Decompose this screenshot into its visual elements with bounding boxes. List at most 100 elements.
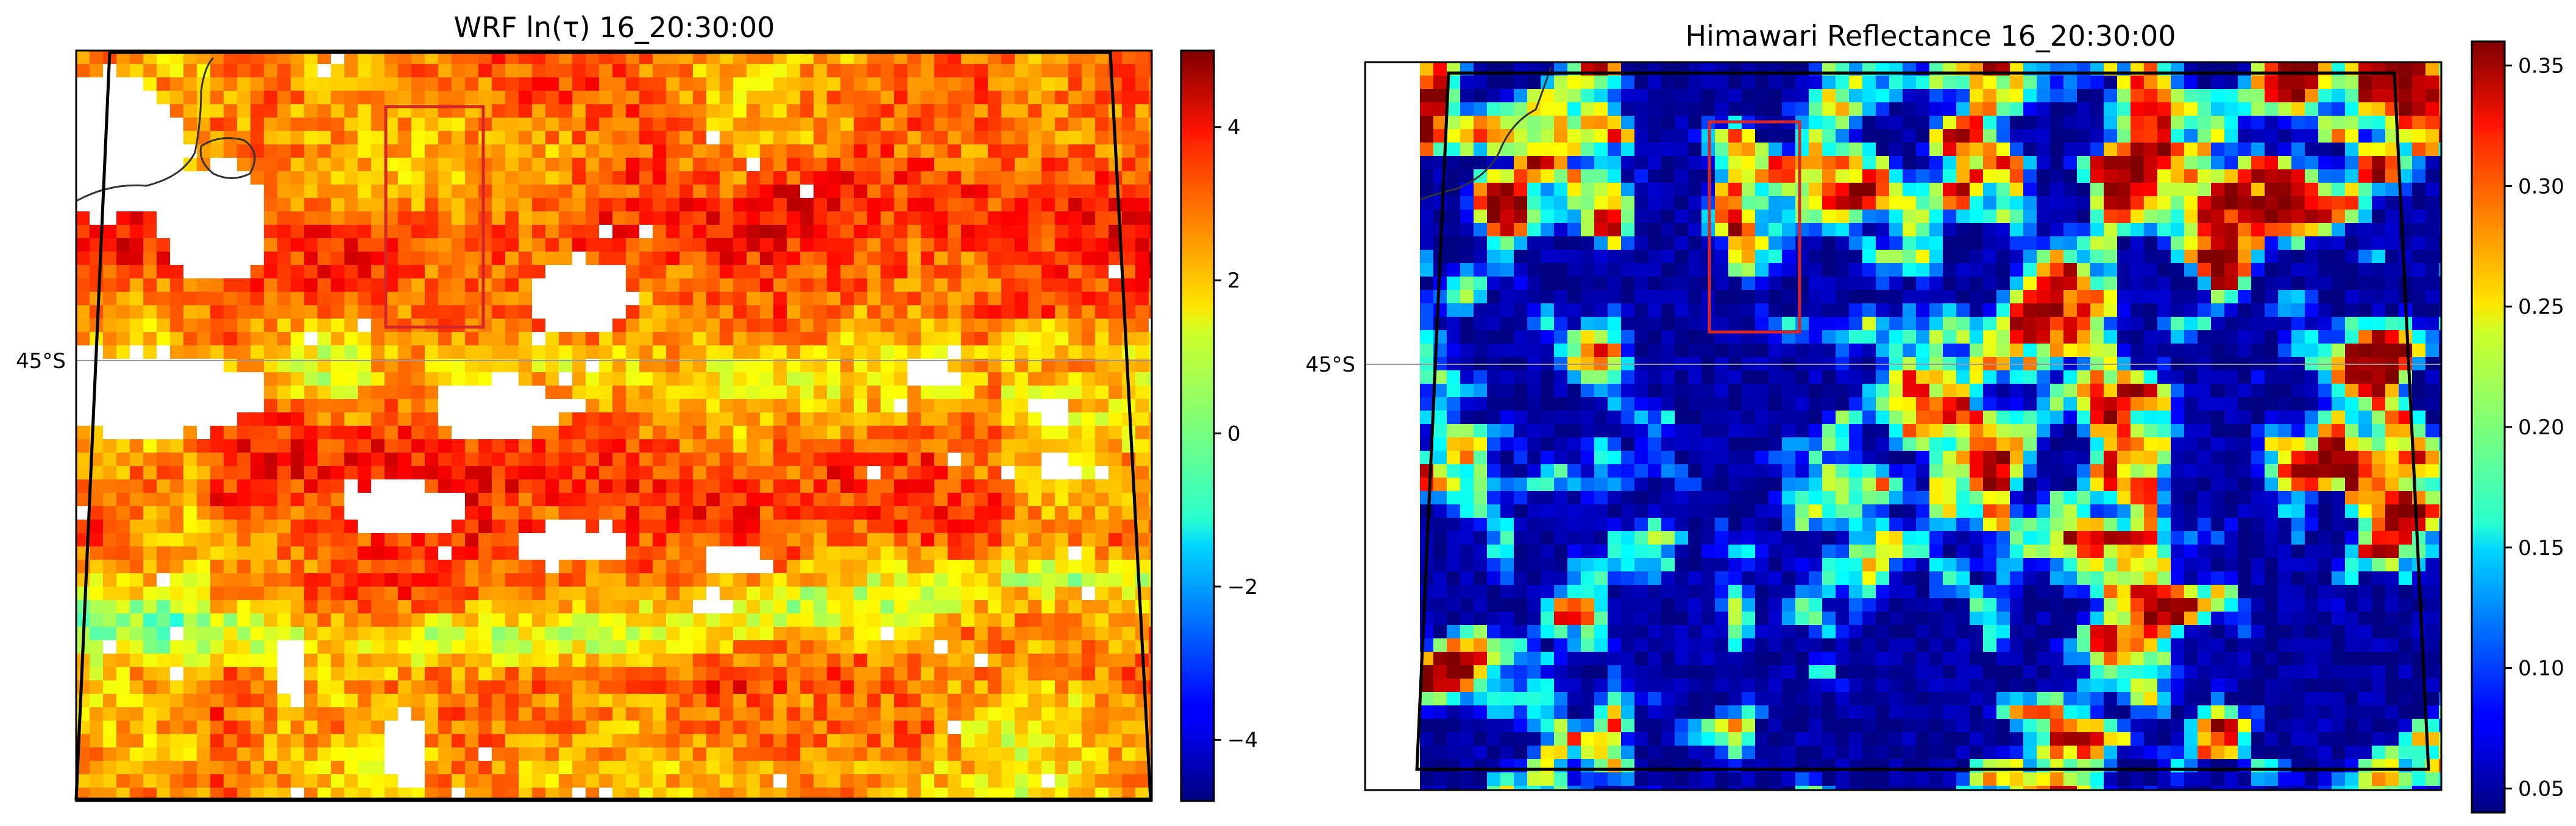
heatmap-cell <box>452 252 466 266</box>
heatmap-cell <box>465 600 479 614</box>
heatmap-cell <box>532 654 546 668</box>
heatmap-cell <box>371 225 385 239</box>
heatmap-cell <box>250 211 264 225</box>
heatmap-cell <box>626 627 640 641</box>
heatmap-cell <box>2184 89 2198 103</box>
heatmap-cell <box>1041 118 1056 132</box>
heatmap-cell <box>103 466 117 480</box>
heatmap-cell <box>679 493 694 507</box>
heatmap-cell <box>720 426 734 440</box>
heatmap-cell <box>1015 225 1029 239</box>
heatmap-cell <box>586 198 600 212</box>
heatmap-cell <box>787 439 801 453</box>
heatmap-cell <box>854 77 868 91</box>
heatmap-cell <box>519 91 533 105</box>
heatmap-cell <box>103 453 117 467</box>
heatmap-cell <box>760 734 774 748</box>
heatmap-cell <box>706 734 720 748</box>
heatmap-cell <box>586 185 600 199</box>
heatmap-cell <box>1068 439 1082 453</box>
heatmap-cell <box>304 721 318 735</box>
heatmap-cell <box>1420 116 1434 130</box>
heatmap-cell <box>1149 51 1152 65</box>
heatmap-cell <box>1135 292 1149 306</box>
heatmap-cell <box>1055 560 1069 574</box>
heatmap-cell <box>224 332 238 346</box>
heatmap-cell <box>344 171 358 185</box>
heatmap-cell <box>679 198 694 212</box>
heatmap-cell <box>1135 439 1149 453</box>
heatmap-cell <box>545 238 559 252</box>
heatmap-cell <box>679 359 694 373</box>
heatmap-cell <box>653 453 667 467</box>
heatmap-cell <box>907 131 921 145</box>
heatmap-cell <box>438 466 452 480</box>
heatmap-cell <box>237 707 251 721</box>
heatmap-cell <box>291 225 305 239</box>
heatmap-cell <box>706 493 720 507</box>
heatmap-cell <box>626 426 640 440</box>
heatmap-cell <box>291 774 305 788</box>
heatmap-cell <box>545 453 559 467</box>
heatmap-cell <box>948 453 962 467</box>
heatmap-cell <box>532 546 546 560</box>
heatmap-cell <box>143 386 157 400</box>
heatmap-cell <box>693 520 707 534</box>
heatmap-cell <box>304 439 318 453</box>
heatmap-cell <box>505 734 519 748</box>
heatmap-cell <box>130 600 144 614</box>
heatmap-cell <box>693 185 707 199</box>
heatmap-cell <box>720 305 734 319</box>
heatmap-cell <box>653 51 667 65</box>
heatmap-cell <box>157 560 171 574</box>
heatmap-cell <box>1675 129 1689 143</box>
heatmap-cell <box>1149 493 1152 507</box>
heatmap-cell <box>733 546 747 560</box>
heatmap-cell <box>747 265 761 279</box>
heatmap-cell <box>693 131 707 145</box>
heatmap-cell <box>867 319 881 333</box>
heatmap-cell <box>881 252 895 266</box>
heatmap-cell <box>599 198 613 212</box>
heatmap-cell <box>465 761 479 775</box>
heatmap-cell <box>250 185 264 199</box>
heatmap-cell <box>653 118 667 132</box>
heatmap-cell <box>948 359 962 373</box>
heatmap-cell <box>1015 426 1029 440</box>
heatmap-cell <box>277 225 291 239</box>
heatmap-cell <box>666 774 680 788</box>
heatmap-cell <box>197 77 211 91</box>
heatmap-cell <box>666 546 680 560</box>
heatmap-cell <box>572 734 586 748</box>
heatmap-cell <box>385 412 399 426</box>
heatmap-cell <box>599 654 613 668</box>
heatmap-cell <box>1916 76 1930 90</box>
heatmap-cell <box>961 399 975 413</box>
heatmap-cell <box>210 386 224 400</box>
heatmap-cell <box>666 292 680 306</box>
heatmap-cell <box>693 506 707 520</box>
heatmap-cell <box>827 225 841 239</box>
heatmap-cell <box>1068 252 1082 266</box>
heatmap-cell <box>438 627 452 641</box>
heatmap-cell <box>250 506 264 520</box>
heatmap-cell <box>948 546 962 560</box>
heatmap-cell <box>827 520 841 534</box>
heatmap-cell <box>867 627 881 641</box>
heatmap-cell <box>1149 761 1152 775</box>
heatmap-cell <box>183 774 197 788</box>
heatmap-cell <box>478 372 492 386</box>
heatmap-cell <box>706 332 720 346</box>
heatmap-cell <box>773 600 787 614</box>
heatmap-cell <box>291 238 305 252</box>
heatmap-cell <box>612 359 626 373</box>
heatmap-cell <box>170 654 184 668</box>
heatmap-cell <box>478 466 492 480</box>
heatmap-cell <box>183 372 197 386</box>
heatmap-cell <box>1109 520 1123 534</box>
heatmap-cell <box>572 546 586 560</box>
heatmap-cell <box>961 627 975 641</box>
heatmap-cell <box>773 721 787 735</box>
heatmap-cell <box>626 734 640 748</box>
heatmap-cell <box>1041 144 1056 158</box>
